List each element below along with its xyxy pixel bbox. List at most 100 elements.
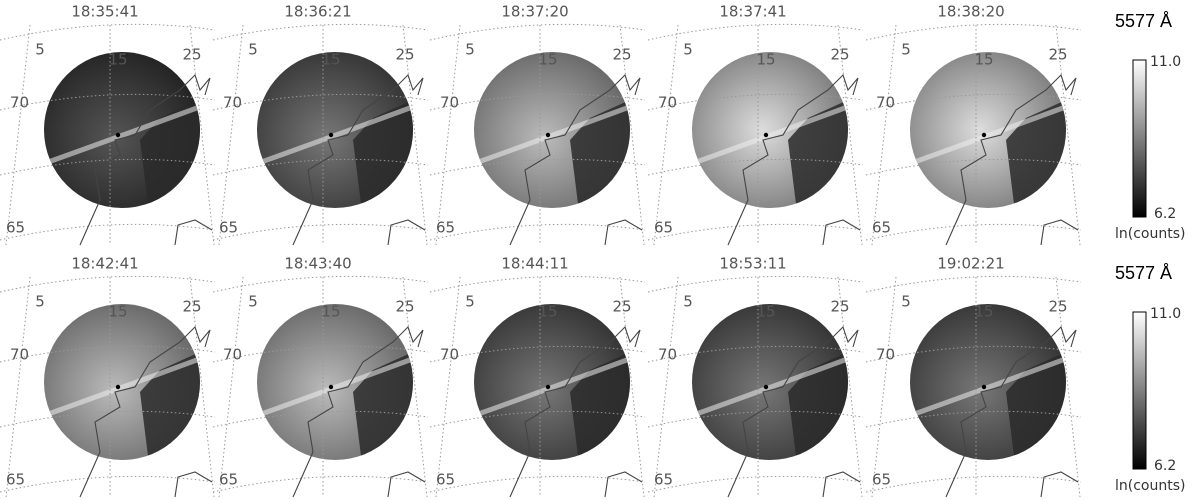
time-label: 19:02:21 (937, 255, 1004, 273)
time-label: 18:37:20 (501, 3, 568, 21)
time-label: 18:43:40 (284, 255, 351, 273)
lat-line (648, 276, 863, 292)
lat-label: 70 (658, 346, 677, 364)
lon-label: 5 (901, 41, 911, 59)
lon-line (436, 277, 460, 497)
lon-label: 5 (35, 41, 45, 59)
lat-line (0, 476, 215, 492)
colorbar-max: 11.0 (1150, 54, 1181, 70)
lon-label: 25 (182, 298, 201, 316)
lat-label: 65 (654, 219, 673, 237)
time-label: 18:44:11 (501, 255, 568, 273)
coastline (1041, 472, 1078, 497)
lon-label: 15 (321, 51, 340, 69)
colorbar-scale (1133, 312, 1146, 469)
lon-label: 5 (465, 41, 475, 59)
lon-label: 15 (756, 51, 775, 69)
lat-line (866, 276, 1081, 292)
lon-line (654, 277, 678, 497)
lat-line (430, 24, 645, 40)
coastline (1041, 220, 1078, 245)
lon-label: 15 (108, 303, 127, 321)
colorbar-min: 6.2 (1154, 206, 1176, 222)
colorbar-unit: ln(counts) (1115, 478, 1185, 494)
sky-panel: 18:43:40515257065 (213, 255, 428, 498)
lon-label: 15 (974, 303, 993, 321)
lat-line (866, 24, 1081, 40)
lat-label: 65 (436, 471, 455, 489)
lon-line (872, 277, 896, 497)
lon-label: 15 (108, 51, 127, 69)
lon-label: 25 (830, 46, 849, 64)
lat-line (0, 24, 215, 40)
lon-label: 25 (395, 46, 414, 64)
coastline (605, 220, 642, 245)
time-label: 18:42:41 (71, 255, 138, 273)
lat-label: 70 (440, 346, 459, 364)
coastline (388, 220, 425, 245)
lon-line (6, 277, 30, 497)
sky-panel: 18:37:41515257065 (648, 3, 863, 246)
figure: 18:35:4151525706518:36:2151525706518:37:… (0, 0, 1197, 500)
time-label: 18:53:11 (719, 255, 786, 273)
lon-label: 15 (321, 303, 340, 321)
lat-line (648, 224, 863, 240)
sky-panel: 18:36:21515257065 (213, 3, 428, 246)
lat-label: 65 (872, 219, 891, 237)
sky-panel: 18:38:20515257065 (866, 3, 1081, 246)
lat-line (0, 224, 215, 240)
lon-label: 25 (612, 298, 631, 316)
lon-label: 25 (830, 298, 849, 316)
lat-label: 65 (219, 219, 238, 237)
coastline (823, 472, 860, 497)
lat-label: 70 (223, 94, 242, 112)
lon-line (219, 25, 243, 245)
coastline (823, 220, 860, 245)
lon-label: 25 (395, 298, 414, 316)
station-dot (329, 133, 333, 137)
lon-label: 25 (1048, 298, 1067, 316)
lat-label: 70 (10, 94, 29, 112)
lat-label: 65 (436, 219, 455, 237)
lat-line (213, 224, 428, 240)
lon-label: 5 (683, 41, 693, 59)
lat-line (430, 224, 645, 240)
coastline (175, 220, 212, 245)
colorbar: 5577 Å 11.0 6.2 ln(counts) (1115, 11, 1185, 242)
lon-line (6, 25, 30, 245)
sky-panel: 18:53:11515257065 (648, 255, 863, 498)
colorbar-title: 5577 Å (1115, 11, 1172, 31)
lat-label: 70 (440, 94, 459, 112)
lat-line (0, 276, 215, 292)
lat-line (213, 276, 428, 292)
lat-line (648, 24, 863, 40)
lon-label: 15 (538, 303, 557, 321)
lat-line (866, 224, 1081, 240)
lat-line (648, 476, 863, 492)
lon-label: 5 (35, 293, 45, 311)
station-dot (546, 385, 550, 389)
coastline (175, 472, 212, 497)
lon-label: 15 (974, 51, 993, 69)
lon-label: 5 (901, 293, 911, 311)
lat-label: 70 (876, 94, 895, 112)
coastline (388, 472, 425, 497)
lon-line (219, 277, 243, 497)
station-dot (764, 385, 768, 389)
lon-label: 25 (612, 46, 631, 64)
colorbar-unit: ln(counts) (1115, 226, 1185, 242)
colorbar-max: 11.0 (1150, 306, 1181, 322)
lon-label: 15 (538, 51, 557, 69)
sky-panel: 18:37:20 5 15 25 70 65 (430, 3, 645, 246)
station-dot (764, 133, 768, 137)
lon-label: 15 (756, 303, 775, 321)
lat-line (430, 276, 645, 292)
coastline (605, 472, 642, 497)
station-dot (982, 385, 986, 389)
lon-label: 5 (683, 293, 693, 311)
lat-label: 70 (658, 94, 677, 112)
time-label: 18:35:41 (71, 3, 138, 21)
station-dot (116, 385, 120, 389)
